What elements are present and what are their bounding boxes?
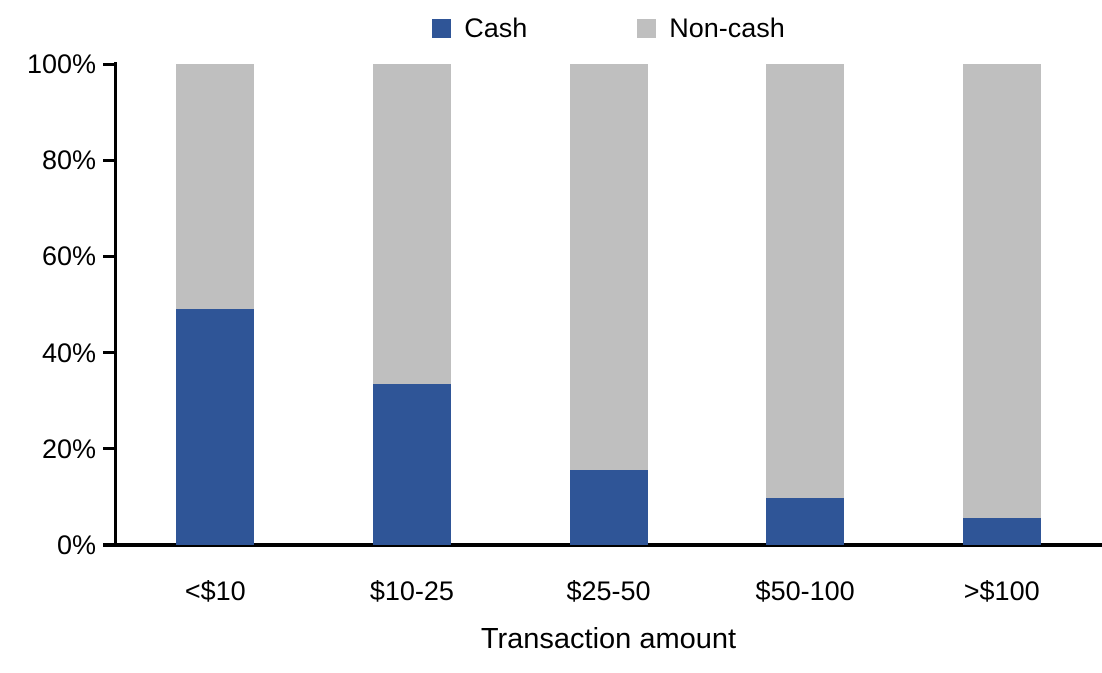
bar-segment-non-cash [569,64,648,470]
bar--100 [962,64,1041,545]
y-axis-line [114,62,117,547]
legend-swatch-icon [432,18,452,38]
y-axis-tick-label: 20% [41,433,96,464]
x-axis-tick-label: <$10 [184,576,246,606]
x-axis-title: Transaction amount [480,623,737,655]
bar-segment-non-cash [372,64,451,385]
legend-swatch-icon [637,18,657,38]
y-axis-tick [103,351,115,355]
x-axis-tick-label: $10-25 [369,576,454,606]
y-axis-tick-label: 60% [41,241,96,272]
legend-item-non-cash: Non-cash [637,12,785,43]
bar-segment-non-cash [766,64,845,499]
y-axis-tick [103,447,115,451]
bar--50-100 [766,64,845,545]
x-axis-tick-label: $50-100 [755,576,855,606]
legend-label: Non-cash [669,12,785,43]
legend-item-cash: Cash [432,12,528,43]
x-axis-line [103,543,1102,547]
bar-segment-non-cash [962,64,1041,519]
bar-segment-cash [372,384,451,545]
y-axis-tick-label: 0% [56,530,96,560]
chart-legend: Cash Non-cash [117,8,1100,48]
y-axis-tick [103,543,115,547]
y-axis-tick-label: 100% [26,49,96,79]
plot-area [117,64,1100,545]
x-axis-tick-label: $25-50 [566,576,651,606]
y-axis-tick [103,62,115,66]
bar--10-25 [372,64,451,545]
y-axis-tick-label: 40% [41,337,96,368]
bar-segment-cash [766,498,845,545]
bar--10 [176,64,255,545]
bar-segment-non-cash [176,64,255,310]
bar--25-50 [569,64,648,545]
y-axis-tick [103,158,115,162]
y-axis-tick [103,254,115,258]
x-axis-tick-label: >$100 [963,576,1040,606]
bar-segment-cash [569,469,648,545]
legend-label: Cash [464,12,528,43]
bar-segment-cash [962,518,1041,545]
bar-segment-cash [176,309,255,545]
y-axis-tick-label: 80% [41,145,96,176]
